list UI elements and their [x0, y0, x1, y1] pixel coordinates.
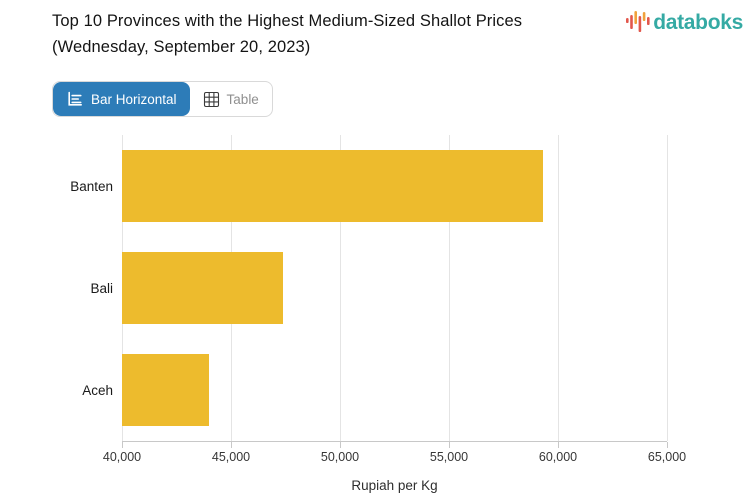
chart-title: Top 10 Provinces with the Highest Medium… — [52, 12, 523, 56]
tick-mark-65000 — [667, 442, 668, 448]
x-axis: 40,000 45,000 50,000 55,000 60,000 65,000 — [103, 442, 686, 468]
view-toolbar: Bar Horizontal Table — [52, 81, 753, 117]
gridline-55000 — [449, 135, 450, 441]
gridline-65000 — [667, 135, 668, 441]
tick-label-50000: 50,000 — [320, 450, 360, 464]
tick-mark-60000 — [558, 442, 559, 448]
x-axis-title: Rupiah per Kg — [351, 478, 438, 493]
bar-chart: Banten Bali Aceh 40,000 45,000 50,000 55,000 6… — [0, 135, 753, 495]
bar-row-banten — [122, 135, 667, 237]
tick-label-65000: 65,000 — [647, 450, 687, 464]
category-label-aceh: Aceh — [82, 383, 113, 399]
bar-horizontal-button[interactable]: Bar Horizontal — [53, 82, 190, 116]
category-label-banten: Banten — [70, 178, 113, 194]
x-axis-title-row: Rupiah per Kg — [122, 477, 667, 495]
bar-rows — [122, 135, 667, 441]
databoks-logo[interactable]: databoks — [625, 8, 743, 38]
table-label: Table — [226, 91, 259, 107]
tick-label-45000: 45,000 — [211, 450, 251, 464]
gridline-60000 — [558, 135, 559, 441]
tick-label-40000: 40,000 — [102, 450, 142, 464]
tick-mark-40000 — [122, 442, 123, 448]
table-button[interactable]: Table — [190, 82, 272, 116]
bar-bali[interactable] — [122, 252, 284, 324]
bar-horizontal-icon — [66, 90, 84, 108]
bar-row-aceh — [122, 339, 667, 441]
databoks-bars-icon — [625, 8, 651, 38]
bar-banten[interactable] — [122, 150, 543, 222]
tick-label-55000: 55,000 — [429, 450, 469, 464]
gridline-50000 — [340, 135, 341, 441]
header: Top 10 Provinces with the Highest Medium… — [0, 0, 753, 60]
plot-area-wrap: Banten Bali Aceh — [0, 135, 753, 442]
view-toggle-group: Bar Horizontal Table — [52, 81, 273, 117]
databoks-wordmark: databoks — [653, 11, 743, 34]
bar-aceh[interactable] — [122, 354, 210, 426]
tick-label-60000: 60,000 — [538, 450, 578, 464]
tick-mark-45000 — [231, 442, 232, 448]
tick-mark-55000 — [449, 442, 450, 448]
table-icon — [203, 91, 220, 108]
tick-mark-50000 — [340, 442, 341, 448]
y-axis-labels: Banten Bali Aceh — [0, 135, 122, 442]
plot-area — [122, 135, 668, 442]
category-label-bali: Bali — [90, 280, 113, 296]
bar-horizontal-label: Bar Horizontal — [91, 91, 177, 107]
bar-row-bali — [122, 237, 667, 339]
